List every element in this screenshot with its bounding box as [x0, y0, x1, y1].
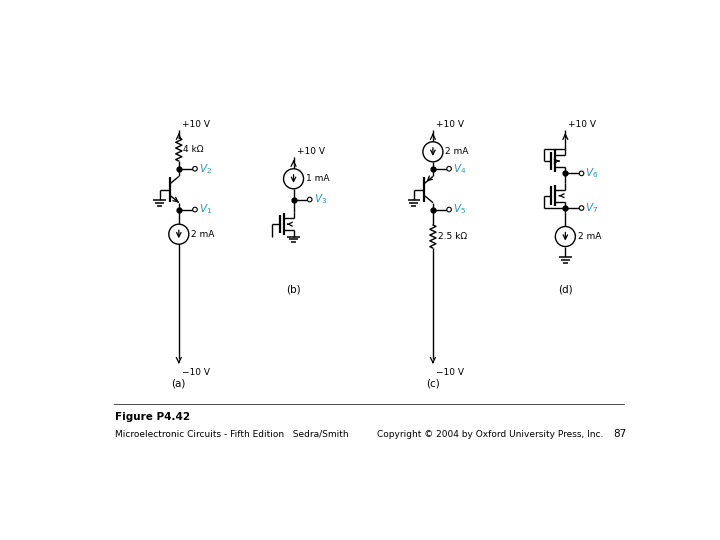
Text: $V_1$: $V_1$ — [199, 202, 212, 217]
Text: (b): (b) — [287, 285, 301, 295]
Text: $V_5$: $V_5$ — [453, 202, 466, 217]
Text: −10 V: −10 V — [436, 368, 464, 377]
Text: 2 mA: 2 mA — [191, 230, 215, 239]
Circle shape — [579, 206, 584, 211]
Text: +10 V: +10 V — [182, 119, 210, 129]
Text: $V_3$: $V_3$ — [314, 193, 327, 206]
Text: 87: 87 — [613, 429, 627, 440]
Text: Copyright © 2004 by Oxford University Press, Inc.: Copyright © 2004 by Oxford University Pr… — [377, 430, 603, 439]
Circle shape — [193, 207, 197, 212]
Text: +10 V: +10 V — [568, 119, 596, 129]
Circle shape — [307, 197, 312, 202]
Text: (d): (d) — [558, 285, 572, 295]
Text: 2 mA: 2 mA — [577, 232, 601, 241]
Circle shape — [555, 226, 575, 247]
Text: +10 V: +10 V — [436, 119, 464, 129]
Text: Microelectronic Circuits - Fifth Edition   Sedra/Smith: Microelectronic Circuits - Fifth Edition… — [115, 430, 348, 439]
Text: $V_4$: $V_4$ — [453, 162, 467, 176]
Text: 1 mA: 1 mA — [306, 174, 329, 183]
Text: $V_6$: $V_6$ — [585, 166, 598, 180]
Text: $V_7$: $V_7$ — [585, 201, 598, 215]
Text: 4 kΩ: 4 kΩ — [184, 145, 204, 154]
Circle shape — [579, 171, 584, 176]
Text: (c): (c) — [426, 379, 440, 389]
Circle shape — [168, 224, 189, 244]
Text: $V_2$: $V_2$ — [199, 162, 212, 176]
Text: (a): (a) — [171, 379, 186, 389]
Circle shape — [447, 207, 451, 212]
Text: Figure P4.42: Figure P4.42 — [115, 413, 190, 422]
Circle shape — [193, 166, 197, 171]
Text: 2.5 kΩ: 2.5 kΩ — [438, 232, 467, 241]
Text: +10 V: +10 V — [297, 146, 325, 156]
Text: −10 V: −10 V — [182, 368, 210, 377]
Circle shape — [447, 166, 451, 171]
Circle shape — [284, 168, 304, 189]
Circle shape — [423, 142, 443, 162]
Text: 2 mA: 2 mA — [445, 147, 469, 156]
